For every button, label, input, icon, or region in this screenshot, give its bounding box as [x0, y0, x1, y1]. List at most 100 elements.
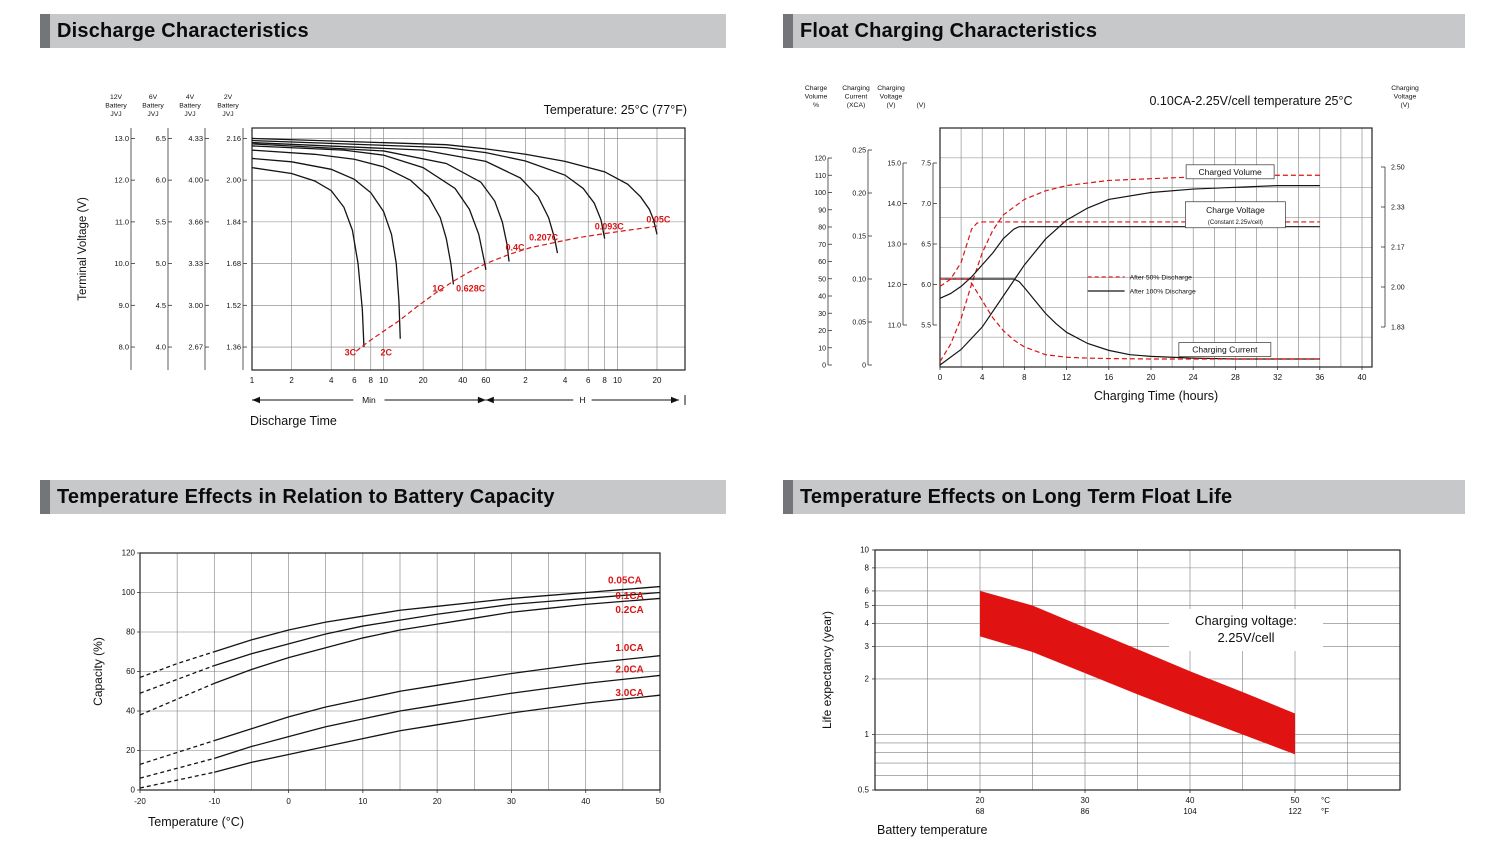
svg-text:Battery: Battery: [179, 103, 201, 110]
capacity-curve-1.0CA-dashed: [139, 740, 215, 765]
life-expectancy-band: [980, 590, 1295, 755]
svg-text:20: 20: [818, 328, 826, 335]
svg-text:60: 60: [126, 667, 135, 676]
float-series: [939, 174, 1320, 366]
capacity-grid: [139, 552, 661, 791]
svg-text:0: 0: [862, 363, 866, 370]
svg-text:6V: 6V: [149, 94, 158, 101]
svg-text:1.84: 1.84: [226, 217, 241, 226]
svg-text:2.67: 2.67: [188, 343, 203, 352]
curve-0.05C: [251, 137, 658, 235]
svg-text:104: 104: [1183, 807, 1197, 816]
svg-text:2: 2: [289, 376, 294, 385]
plot-border: [874, 549, 1401, 791]
svg-text:86: 86: [1081, 807, 1090, 816]
svg-text:Voltage: Voltage: [1394, 94, 1417, 101]
capacity-curve-3.0CA-dashed: [139, 771, 215, 789]
temperature-capacity-section: Temperature Effects in Relation to Batte…: [40, 480, 726, 848]
svg-text:30: 30: [818, 311, 826, 318]
curve-label-2.0CA: 2.0CA: [615, 664, 643, 675]
svg-text:20: 20: [419, 376, 428, 385]
svg-text:3: 3: [865, 642, 870, 651]
svg-text:3.33: 3.33: [188, 259, 203, 268]
y-axis-label: Life expectancy (year): [820, 611, 834, 729]
svg-text:Charged Volume: Charged Volume: [1198, 167, 1262, 177]
svg-text:50: 50: [656, 797, 665, 806]
curve-label-0.207C: 0.207C: [529, 233, 559, 243]
header-accent-bar: [40, 14, 50, 48]
curve-label-0.1CA: 0.1CA: [615, 591, 643, 602]
svg-text:9.0: 9.0: [119, 301, 129, 310]
svg-text:6: 6: [352, 376, 357, 385]
svg-text:6: 6: [865, 586, 870, 595]
svg-text:36: 36: [1315, 373, 1324, 382]
svg-text:4: 4: [329, 376, 334, 385]
svg-text:2V: 2V: [224, 94, 233, 101]
float-life-header: Temperature Effects on Long Term Float L…: [783, 480, 1465, 514]
svg-text:7.0: 7.0: [921, 201, 931, 208]
svg-text:4.5: 4.5: [156, 301, 166, 310]
svg-text:80: 80: [818, 225, 826, 232]
curve-0.093C: [251, 139, 606, 239]
svg-text:15.0: 15.0: [887, 161, 901, 168]
svg-text:13.0: 13.0: [887, 242, 901, 249]
svg-text:(V): (V): [886, 102, 895, 109]
svg-text:12: 12: [1062, 373, 1071, 382]
float-curve-charging-current-after-50-discharge: [940, 278, 1320, 360]
svg-text:JVJ: JVJ: [147, 111, 158, 118]
plot-border: [939, 127, 1373, 368]
float-right-axis: 1.83 2.00 2.17 2.33 2.50 Charging Voltage(V): [1381, 85, 1419, 332]
charging-voltage-annotation: Charging voltage: 2.25V/cell: [1169, 609, 1323, 651]
svg-text:3.00: 3.00: [188, 301, 203, 310]
capacity-curve-0.2CA: [214, 597, 661, 684]
svg-text:6.0: 6.0: [156, 176, 166, 185]
float-curve-charged-volume-after-100-discharge: [939, 185, 1320, 366]
curve-3C: [251, 166, 365, 348]
temperature-capacity-chart: 0 20 40 60 80 100 120 -20 -10 0 10 20 30 40 50 Capacity…: [91, 549, 665, 830]
svg-text:H: H: [579, 395, 585, 405]
float-curve-charge-voltage-after-100-discharge: [939, 226, 1320, 299]
svg-text:6.5: 6.5: [921, 242, 931, 249]
plot-border: [251, 127, 686, 371]
svg-text:°F: °F: [1321, 807, 1329, 816]
svg-text:0: 0: [286, 797, 291, 806]
svg-text:2: 2: [523, 376, 528, 385]
svg-text:6: 6: [586, 376, 591, 385]
svg-text:10: 10: [358, 797, 367, 806]
capacity-curve-0.05CA-dashed: [139, 651, 215, 679]
svg-text:68: 68: [976, 807, 985, 816]
svg-text:40: 40: [126, 707, 135, 716]
svg-text:Min: Min: [362, 395, 376, 405]
svg-text:30: 30: [1081, 796, 1090, 805]
svg-text:40: 40: [1186, 796, 1195, 805]
svg-text:7.5: 7.5: [921, 161, 931, 168]
curve-label-3.0CA: 3.0CA: [615, 688, 643, 699]
svg-text:0.15: 0.15: [852, 234, 866, 241]
svg-text:10: 10: [860, 546, 869, 555]
svg-text:0: 0: [822, 363, 826, 370]
svg-text:50: 50: [818, 276, 826, 283]
svg-text:28: 28: [1231, 373, 1240, 382]
discharge-plot: 13.012.011.010.09.08.012VBatteryJVJ6.56.…: [77, 94, 687, 428]
cutoff-voltage-dashed-curve: [355, 225, 658, 352]
header-accent-bar: [783, 14, 793, 48]
svg-text:Current: Current: [845, 94, 868, 101]
float-charging-title: Float Charging Characteristics: [800, 19, 1098, 42]
float-life-title: Temperature Effects on Long Term Float L…: [800, 485, 1233, 508]
svg-text:30: 30: [507, 797, 516, 806]
capacity-curve-0.05CA: [214, 585, 661, 653]
float-left-axis-3: 5.5 6.0 6.5 7.0 7.5 (V): [916, 102, 937, 330]
svg-text:Voltage: Voltage: [880, 94, 903, 101]
svg-text:2.25V/cell: 2.25V/cell: [1217, 630, 1274, 645]
discharge-title: Discharge Characteristics: [57, 19, 309, 42]
temperature-annotation: Temperature: 25°C (77°F): [544, 103, 687, 117]
x-axis-label: Battery temperature: [877, 823, 988, 837]
curve-label-0.2CA: 0.2CA: [615, 605, 643, 616]
capacity-plot: 0 20 40 60 80 100 120 -20 -10 0 10 20 30 40 50 Capacity…: [91, 549, 665, 830]
temperature-capacity-header: Temperature Effects in Relation to Batte…: [40, 480, 726, 514]
svg-text:8: 8: [369, 376, 374, 385]
